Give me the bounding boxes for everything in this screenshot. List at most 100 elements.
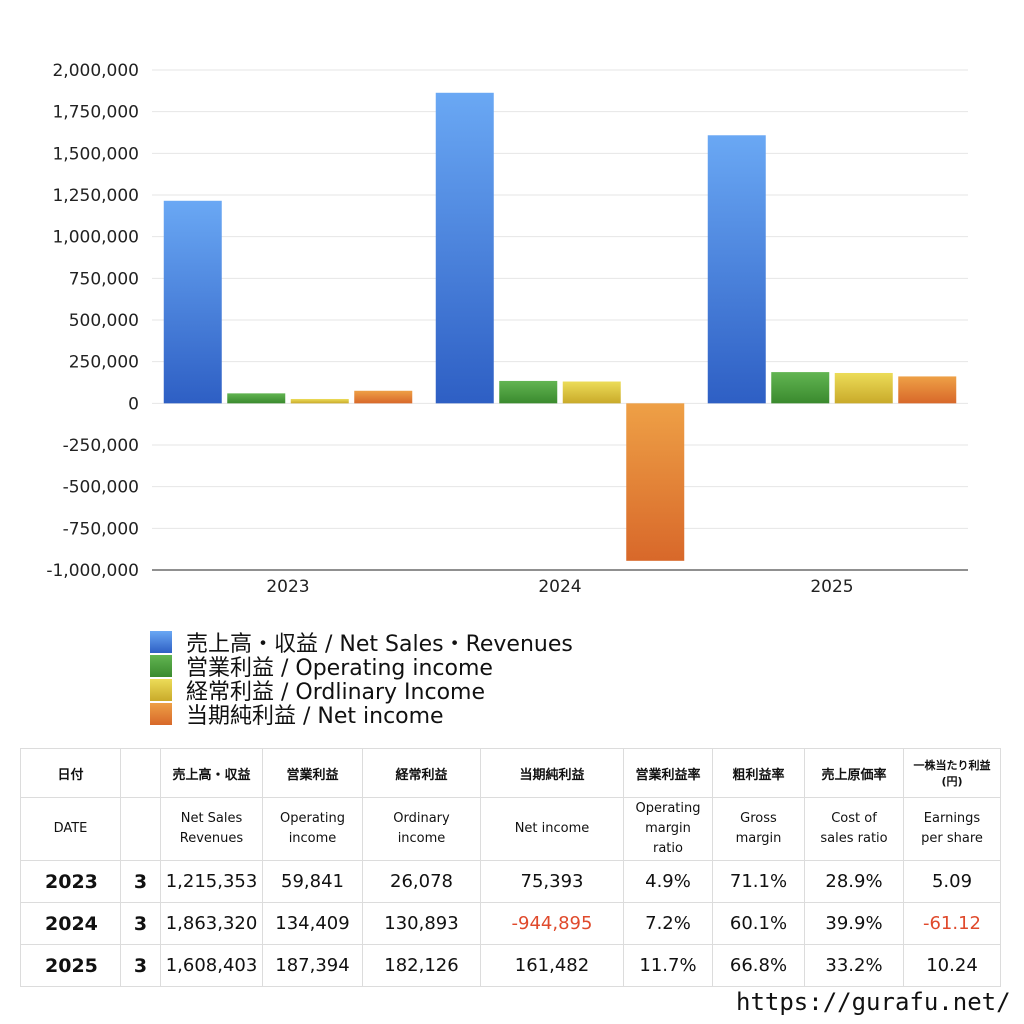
header-gross-margin-jp: 粗利益率	[712, 748, 805, 798]
table-header-row-jp: 日付 売上高・収益 営業利益 経常利益 当期純利益 営業利益率 粗利益率 売上原…	[20, 748, 1001, 798]
legend-label: 売上高・収益 / Net Sales・Revenues	[186, 632, 573, 657]
bar-ordinary-income-2024	[562, 381, 621, 404]
cell-ordinary-income: 130,893	[362, 902, 481, 945]
legend-item-operating-income: 営業利益 / Operating income	[150, 654, 573, 681]
bar-net-sales-2025	[707, 135, 766, 404]
header-net-income-en: Net income	[480, 797, 624, 861]
header-net-sales-jp: 売上高・収益	[160, 748, 263, 798]
financial-data-table: 日付 売上高・収益 営業利益 経常利益 当期純利益 営業利益率 粗利益率 売上原…	[20, 748, 1001, 987]
x-tick-label: 2023	[266, 577, 309, 597]
y-tick-label: 2,000,000	[52, 61, 139, 81]
bar-operating-income-2025	[771, 372, 830, 404]
cell-net-sales: 1,608,403	[160, 944, 263, 987]
header-net-sales-en: Net Sales Revenues	[160, 797, 263, 861]
y-tick-label: 250,000	[69, 353, 139, 373]
header-eps-jp: 一株当たり利益 (円)	[903, 748, 1001, 798]
cell-ordinary-income: 182,126	[362, 944, 481, 987]
legend: 売上高・収益 / Net Sales・Revenues 営業利益 / Opera…	[150, 630, 573, 729]
header-eps-en: Earnings per share	[903, 797, 1001, 861]
bar-operating-income-2024	[499, 380, 558, 404]
header-ordinary-income-jp: 経常利益	[362, 748, 481, 798]
x-axis-labels: 2023 2024 2025	[266, 577, 853, 597]
cell-net-income: 161,482	[480, 944, 624, 987]
header-cost-ratio-jp: 売上原価率	[804, 748, 904, 798]
cell-eps: 10.24	[903, 944, 1001, 987]
cell-operating-income: 187,394	[262, 944, 363, 987]
header-operating-margin-jp: 営業利益率	[623, 748, 713, 798]
header-date-jp: 日付	[20, 748, 121, 798]
header-gross-margin-en: Gross margin	[712, 797, 805, 861]
table-row: 2025 3 1,608,403 187,394 182,126 161,482…	[20, 944, 1001, 987]
cell-net-sales: 1,863,320	[160, 902, 263, 945]
bar-ordinary-income-2025	[834, 372, 893, 404]
cell-year: 2024	[20, 902, 121, 945]
legend-label: 営業利益 / Operating income	[186, 656, 493, 681]
cell-month: 3	[120, 860, 161, 903]
y-tick-label: -750,000	[63, 519, 139, 539]
cell-ordinary-income: 26,078	[362, 860, 481, 903]
y-tick-label: 1,500,000	[52, 144, 139, 164]
cell-eps: -61.12	[903, 902, 1001, 945]
legend-swatch-ordinary-income	[150, 679, 172, 701]
header-operating-income-jp: 営業利益	[262, 748, 363, 798]
legend-swatch-net-sales	[150, 631, 172, 653]
bar-net-sales-2023	[163, 200, 222, 404]
cell-net-sales: 1,215,353	[160, 860, 263, 903]
legend-item-ordinary-income: 経常利益 / Ordlinary Income	[150, 678, 573, 705]
cell-operating-income: 134,409	[262, 902, 363, 945]
header-ordinary-income-en: Ordinary income	[362, 797, 481, 861]
bar-operating-income-2023	[227, 393, 286, 404]
bar-net-sales-2024	[435, 92, 494, 404]
y-tick-label: -250,000	[63, 436, 139, 456]
legend-label: 当期純利益 / Net income	[186, 704, 444, 729]
cell-cost-ratio: 33.2%	[804, 944, 904, 987]
header-empty	[120, 797, 161, 861]
header-date-en: DATE	[20, 797, 121, 861]
cell-eps: 5.09	[903, 860, 1001, 903]
cell-operating-margin: 4.9%	[623, 860, 713, 903]
bar-net-income-2024	[626, 403, 685, 561]
y-tick-label: 500,000	[69, 311, 139, 331]
cell-cost-ratio: 28.9%	[804, 860, 904, 903]
cell-gross-margin: 71.1%	[712, 860, 805, 903]
header-empty	[120, 748, 161, 798]
grid-lines	[152, 69, 968, 571]
bars	[163, 92, 957, 561]
y-tick-label: 0	[128, 394, 139, 414]
bar-chart: 2,000,000 1,750,000 1,500,000 1,250,000 1,00…	[46, 61, 968, 597]
legend-swatch-net-income	[150, 703, 172, 725]
header-net-income-jp: 当期純利益	[480, 748, 624, 798]
cell-net-income: 75,393	[480, 860, 624, 903]
y-tick-label: 1,250,000	[52, 186, 139, 206]
cell-year: 2023	[20, 860, 121, 903]
cell-operating-margin: 11.7%	[623, 944, 713, 987]
y-tick-label: -500,000	[63, 478, 139, 498]
cell-operating-income: 59,841	[262, 860, 363, 903]
cell-cost-ratio: 39.9%	[804, 902, 904, 945]
cell-net-income: -944,895	[480, 902, 624, 945]
cell-year: 2025	[20, 944, 121, 987]
x-tick-label: 2024	[538, 577, 581, 597]
table-row: 2024 3 1,863,320 134,409 130,893 -944,89…	[20, 902, 1001, 945]
header-operating-margin-en: Operating margin ratio	[623, 797, 713, 861]
bar-ordinary-income-2023	[290, 398, 349, 404]
cell-gross-margin: 66.8%	[712, 944, 805, 987]
table-row: 2023 3 1,215,353 59,841 26,078 75,393 4.…	[20, 860, 1001, 903]
legend-item-net-sales: 売上高・収益 / Net Sales・Revenues	[150, 630, 573, 657]
table-header-row-en: DATE Net Sales Revenues Operating income…	[20, 797, 1001, 861]
bar-net-income-2023	[354, 390, 413, 404]
x-tick-label: 2025	[810, 577, 853, 597]
legend-item-net-income: 当期純利益 / Net income	[150, 702, 573, 729]
y-axis-ticks: 2,000,000 1,750,000 1,500,000 1,250,000 1,00…	[46, 61, 139, 581]
y-tick-label: 750,000	[69, 269, 139, 289]
cell-month: 3	[120, 944, 161, 987]
cell-month: 3	[120, 902, 161, 945]
y-tick-label: 1,750,000	[52, 103, 139, 123]
bar-net-income-2025	[898, 376, 957, 404]
y-tick-label: 1,000,000	[52, 228, 139, 248]
legend-swatch-operating-income	[150, 655, 172, 677]
y-tick-label: -1,000,000	[46, 561, 139, 581]
site-url: https://gurafu.net/	[736, 988, 1011, 1016]
header-operating-income-en: Operating income	[262, 797, 363, 861]
cell-operating-margin: 7.2%	[623, 902, 713, 945]
